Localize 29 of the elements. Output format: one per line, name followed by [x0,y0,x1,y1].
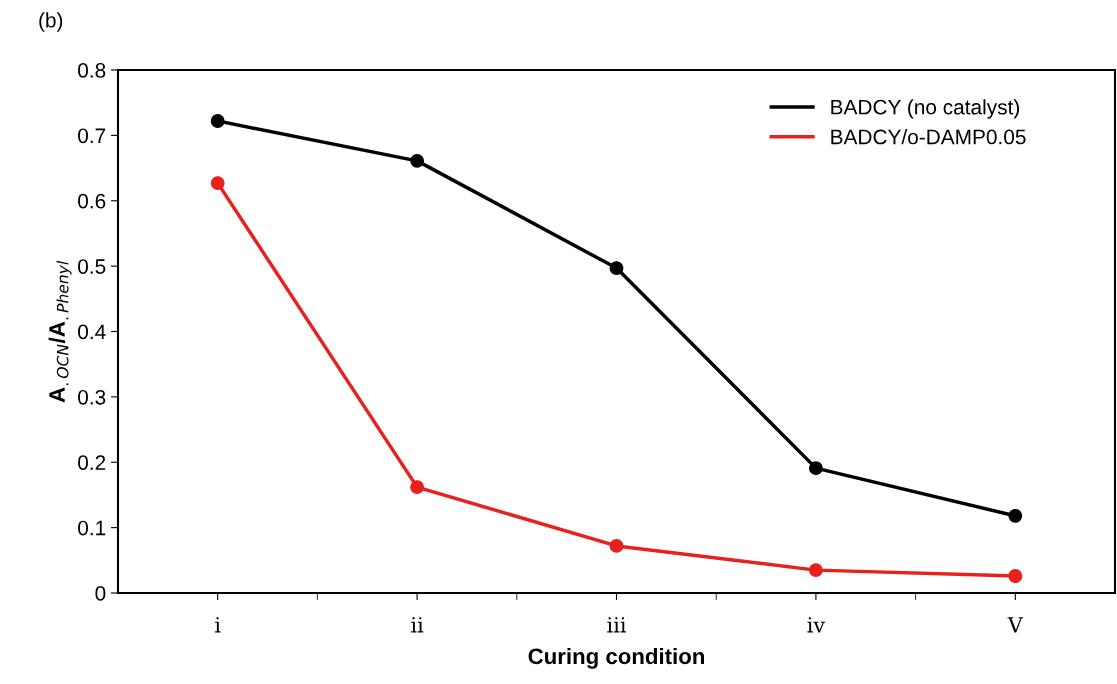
y-tick-label: 0.3 [78,389,106,405]
text: (b) [39,12,63,32]
x-axis-title: Curing condition [528,647,704,669]
y-tick-label: 0.1 [78,520,106,536]
x-tick-label: iii [607,617,627,633]
legend-label: BADCY/o-DAMP0.05 [831,129,1026,145]
point [210,176,225,191]
point [1008,508,1023,523]
point [808,461,823,476]
point [210,114,225,128]
y-tick-label: 0.2 [78,455,106,470]
y-tick-label: 0.8 [78,63,106,78]
x-tick-label: ii [411,617,424,633]
point [609,261,624,276]
y-tick-label: 0 [95,586,106,601]
point [410,153,425,168]
y-tick-label: 0.7 [78,128,106,144]
legend-label: BADCY (no catalyst) [831,99,1020,119]
point [1008,569,1023,583]
y-tick-label: 0.4 [78,324,106,340]
point [609,538,624,553]
y-axis-title: A$_{.OCN}$/A$_{.Phenyl}$ [48,260,72,403]
y-tick-label: 0.6 [78,193,106,209]
point [808,563,823,578]
point [410,480,425,495]
x-tick-label: iv [807,617,826,633]
y-tick-label: 0.5 [78,259,106,274]
x-tick-label: i [215,617,221,633]
x-tick-label: V [1007,617,1024,633]
